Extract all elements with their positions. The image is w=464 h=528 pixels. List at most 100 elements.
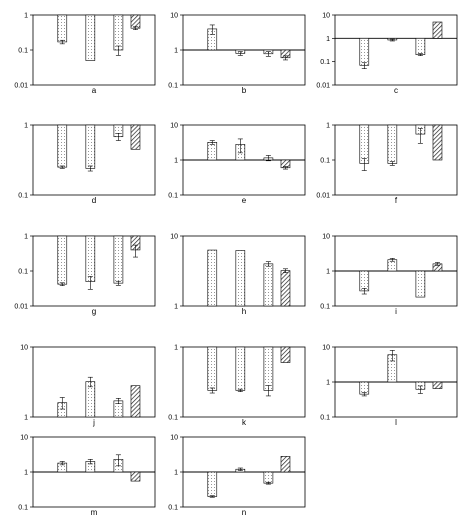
panel-g: 1 0.1 0.01 g <box>14 234 156 316</box>
bar-4 <box>432 124 443 161</box>
y-tick-label: 10 <box>20 345 28 352</box>
bar-2 <box>85 14 96 61</box>
panel-frame <box>334 14 458 86</box>
y-tick-label: 10 <box>170 123 178 130</box>
y-tick-label: 0.1 <box>168 415 178 422</box>
panel-label: k <box>242 418 247 427</box>
bar-4 <box>432 21 443 39</box>
y-tick-label: 0.1 <box>168 83 178 90</box>
y-tick-label: 0.1 <box>18 269 28 276</box>
bar-3 <box>415 270 426 298</box>
y-tick-label: 1 <box>174 304 178 311</box>
panel-label: m <box>91 508 98 517</box>
bar-2 <box>85 124 96 169</box>
y-tick-label: 0.1 <box>320 59 330 66</box>
y-tick-label: 1 <box>326 380 330 387</box>
bar-1 <box>359 270 370 292</box>
y-tick-label: 10 <box>322 234 330 241</box>
panel-b: 10 1 0.1 b <box>168 13 306 95</box>
panel-label: c <box>394 86 398 95</box>
y-tick-label: 1 <box>326 36 330 43</box>
bar-3 <box>263 263 274 307</box>
y-tick-label: 1 <box>174 158 178 165</box>
panel-a: 1 0.1 0.01 a <box>14 13 156 95</box>
y-tick-label: 1 <box>24 470 28 477</box>
bar-3 <box>263 346 274 391</box>
panel-label: l <box>395 418 397 427</box>
bar-4 <box>280 456 291 473</box>
bar-4 <box>432 381 443 389</box>
panel-label: j <box>92 418 95 427</box>
panel-label: g <box>92 307 96 316</box>
y-tick-label: 10 <box>322 345 330 352</box>
bar-1 <box>57 235 68 285</box>
panel-d: 1 0.1 d <box>18 123 156 205</box>
y-tick-label: 1 <box>24 13 28 20</box>
bar-4 <box>130 124 141 150</box>
y-tick-label: 10 <box>170 234 178 241</box>
bar-1 <box>359 124 370 164</box>
bar-2 <box>85 235 96 282</box>
y-tick-label: 1 <box>24 415 28 422</box>
bar-4 <box>130 385 141 418</box>
panel-label: b <box>242 86 247 95</box>
panel-i: 10 1 0.1 i <box>320 234 458 316</box>
bar-1 <box>57 124 68 168</box>
panel-label: f <box>395 196 398 205</box>
panel-label: a <box>92 86 97 95</box>
panel-n: 10 1 0.1 n <box>168 435 306 517</box>
bar-2 <box>387 124 398 164</box>
y-tick-label: 1 <box>174 48 178 55</box>
panel-j: 10 1 j <box>20 345 156 427</box>
bar-4 <box>130 471 141 482</box>
y-tick-label: 0.01 <box>316 83 330 90</box>
bar-3 <box>263 471 274 484</box>
panel-label: h <box>242 307 246 316</box>
y-tick-label: 1 <box>174 470 178 477</box>
y-tick-label: 0.01 <box>14 83 28 90</box>
y-tick-label: 0.1 <box>18 505 28 512</box>
y-tick-label: 0.01 <box>14 304 28 311</box>
y-tick-label: 0.1 <box>18 48 28 55</box>
panel-label: n <box>242 508 246 517</box>
y-tick-label: 0.1 <box>320 158 330 165</box>
bar-1 <box>359 38 370 66</box>
y-tick-label: 0.1 <box>168 505 178 512</box>
bar-2 <box>235 346 246 391</box>
panel-f: 1 0.1 0.01 f <box>316 123 458 205</box>
panel-label: d <box>92 196 96 205</box>
bar-1 <box>207 471 218 497</box>
y-tick-label: 0.1 <box>320 415 330 422</box>
y-tick-label: 1 <box>24 123 28 130</box>
y-tick-label: 1 <box>326 123 330 130</box>
panel-label: e <box>242 196 247 205</box>
y-tick-label: 10 <box>170 435 178 442</box>
panel-e: 10 1 0.1 e <box>168 123 306 205</box>
y-tick-label: 1 <box>326 269 330 276</box>
y-tick-label: 10 <box>170 13 178 20</box>
panel-c: 10 1 0.1 0.01 c <box>316 13 458 95</box>
bar-4 <box>280 346 291 363</box>
y-tick-label: 1 <box>174 345 178 352</box>
y-tick-label: 0.1 <box>18 193 28 200</box>
bar-3 <box>113 235 124 284</box>
bar-4 <box>280 270 291 307</box>
bar-2 <box>235 250 246 307</box>
bar-1 <box>207 346 218 391</box>
y-tick-label: 0.1 <box>168 193 178 200</box>
panel-k: 1 0.1 k <box>168 345 306 427</box>
y-tick-label: 0.1 <box>320 304 330 311</box>
y-tick-label: 0.01 <box>316 193 330 200</box>
bar-1 <box>57 14 68 43</box>
panel-m: 10 1 0.1 m <box>18 435 156 517</box>
panel-l: 10 1 0.1 l <box>320 345 458 427</box>
bar-1 <box>207 249 218 307</box>
bar-3 <box>113 14 124 51</box>
y-tick-label: 10 <box>20 435 28 442</box>
bar-3 <box>415 38 426 55</box>
y-tick-label: 1 <box>24 234 28 241</box>
bar-4 <box>130 14 141 29</box>
panel-label: i <box>395 307 397 316</box>
panel-h: 10 1 h <box>170 234 306 316</box>
